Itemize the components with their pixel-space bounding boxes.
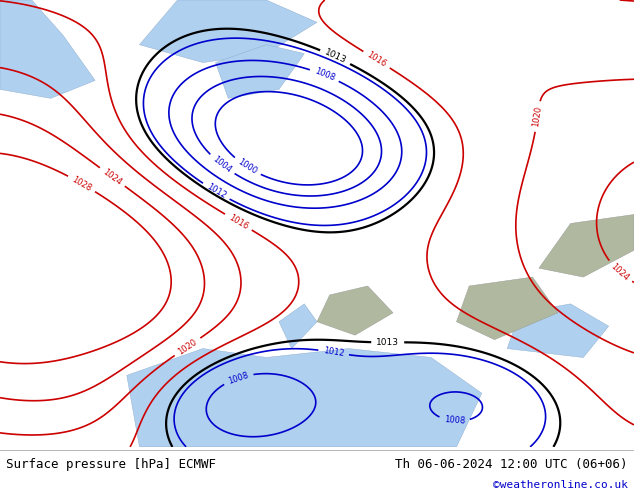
- Text: 1013: 1013: [323, 48, 347, 66]
- Text: 1013: 1013: [376, 338, 399, 347]
- Text: 1020: 1020: [531, 105, 543, 127]
- Text: ©weatheronline.co.uk: ©weatheronline.co.uk: [493, 480, 628, 490]
- Polygon shape: [139, 0, 317, 63]
- Text: 1008: 1008: [313, 67, 336, 83]
- Text: 1028: 1028: [70, 174, 93, 193]
- Text: 1004: 1004: [211, 155, 233, 174]
- Text: 1000: 1000: [236, 157, 259, 176]
- Polygon shape: [0, 0, 95, 98]
- Polygon shape: [317, 286, 393, 335]
- Polygon shape: [216, 45, 304, 98]
- Polygon shape: [456, 277, 558, 340]
- Text: 1012: 1012: [205, 182, 228, 201]
- Text: 1024: 1024: [609, 262, 630, 282]
- Text: 1008: 1008: [227, 370, 250, 386]
- Text: 1008: 1008: [444, 416, 465, 426]
- Text: Th 06-06-2024 12:00 UTC (06+06): Th 06-06-2024 12:00 UTC (06+06): [395, 459, 628, 471]
- Text: 1016: 1016: [365, 50, 388, 69]
- Text: 1020: 1020: [176, 337, 198, 356]
- Polygon shape: [279, 304, 317, 348]
- Polygon shape: [539, 215, 634, 277]
- Text: 1016: 1016: [227, 213, 250, 231]
- Text: Surface pressure [hPa] ECMWF: Surface pressure [hPa] ECMWF: [6, 459, 216, 471]
- Polygon shape: [507, 304, 609, 358]
- Polygon shape: [127, 348, 482, 447]
- Text: 1024: 1024: [101, 167, 124, 187]
- Text: 1012: 1012: [323, 346, 345, 359]
